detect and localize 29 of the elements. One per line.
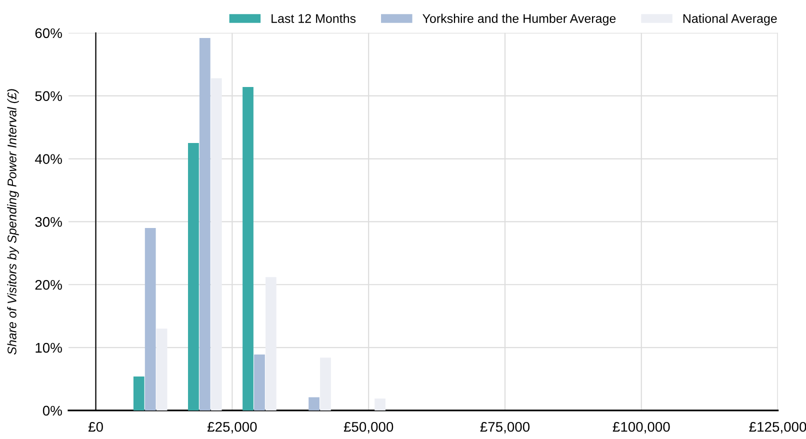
bar xyxy=(210,78,222,410)
y-tick-label: 10% xyxy=(36,342,62,353)
bar xyxy=(133,376,144,410)
x-tick-label: £75,000 xyxy=(480,422,530,434)
bar xyxy=(265,277,276,410)
y-tick-label: 60% xyxy=(35,28,62,38)
y-tick-label: 30% xyxy=(35,217,62,227)
bar xyxy=(254,354,265,410)
bar xyxy=(374,398,386,410)
x-tick-label: £50,000 xyxy=(344,422,394,434)
legend-label: National Average xyxy=(683,14,777,26)
bar xyxy=(242,87,254,410)
x-tick-label: £25,000 xyxy=(207,422,257,434)
y-axis-title: Share of Visitors by Spending Power Interval (£) xyxy=(7,89,19,355)
y-tick-label: 40% xyxy=(34,154,62,164)
y-tick-label: 0% xyxy=(42,406,62,416)
bar xyxy=(199,38,210,410)
bar xyxy=(156,328,168,410)
x-tick-label: £125,000 xyxy=(749,422,806,434)
legend-label: Yorkshire and the Humber Average xyxy=(422,14,616,26)
x-tick-label: £0 xyxy=(88,422,103,432)
y-tick-label: 20% xyxy=(35,280,62,290)
y-tick-label: 50% xyxy=(35,91,62,102)
legend-label: Last 12 Months xyxy=(272,14,356,23)
bar xyxy=(320,358,331,410)
bar xyxy=(188,143,199,410)
x-tick-label: £100,000 xyxy=(612,422,670,434)
bar xyxy=(144,228,156,410)
bar xyxy=(308,397,320,410)
